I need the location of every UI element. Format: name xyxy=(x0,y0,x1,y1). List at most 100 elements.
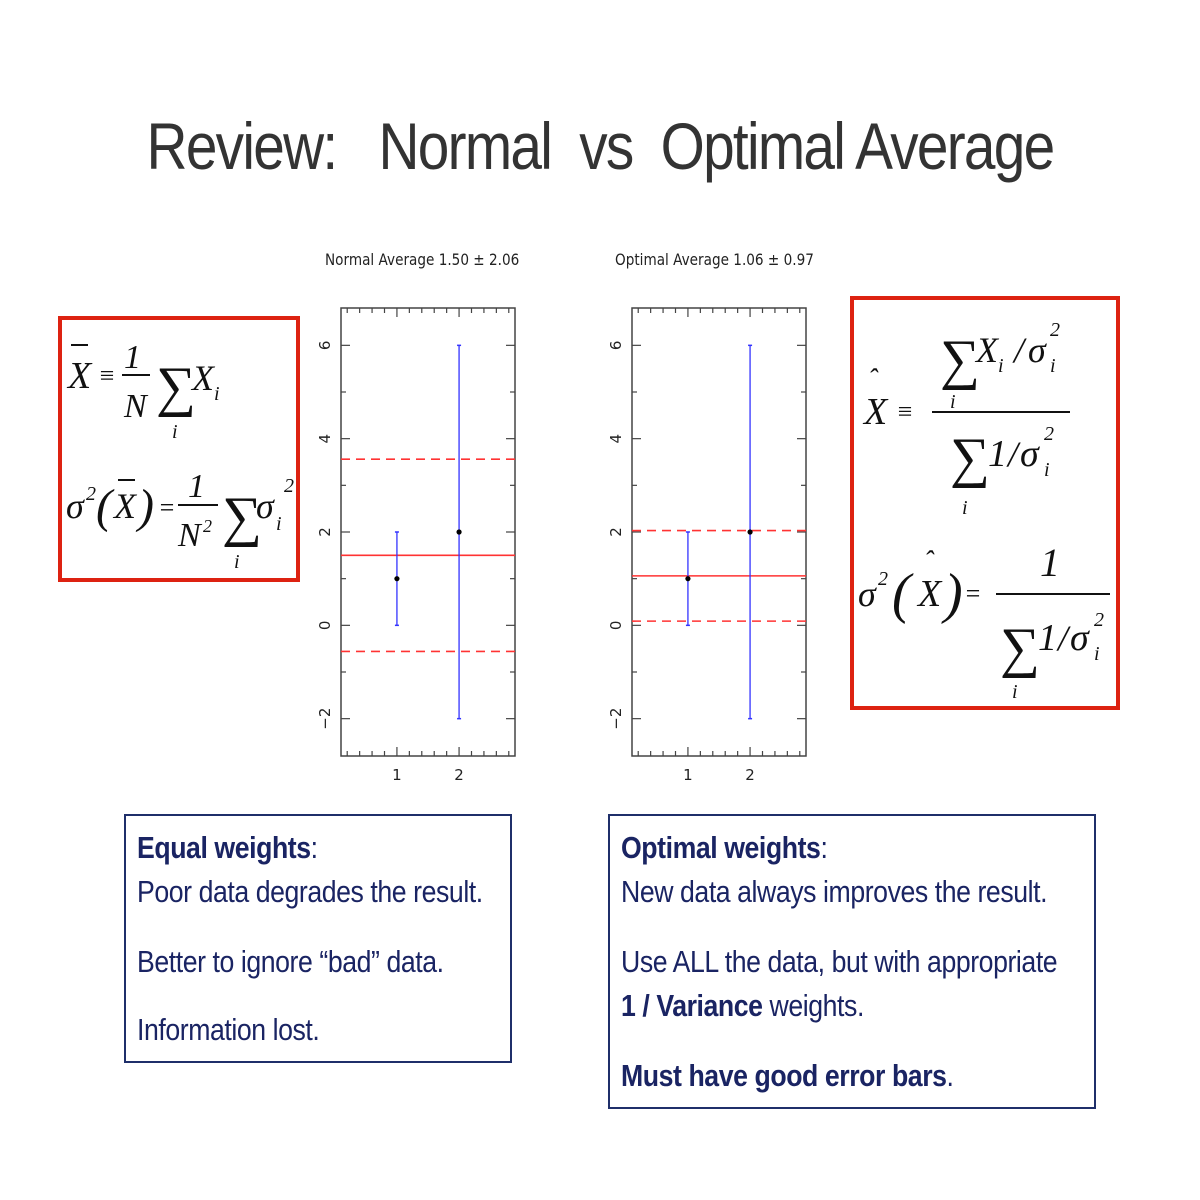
svg-text:X: X xyxy=(190,358,216,398)
normal-average-formula-box: X ≡ 1 N ∑ i X i σ 2 ( X ) = 1 N 2 ∑ i σ … xyxy=(58,316,300,582)
variance-bold: 1 / Variance xyxy=(621,988,763,1023)
svg-text:2: 2 xyxy=(203,516,212,536)
svg-text:2: 2 xyxy=(878,568,888,590)
svg-text:2: 2 xyxy=(284,475,294,497)
optimal-weights-line-1: New data always improves the result. xyxy=(621,874,1048,909)
svg-text:=: = xyxy=(158,493,176,522)
y-tick-label: 6 xyxy=(607,341,625,351)
equal-weights-box: Equal weights: Poor data degrades the re… xyxy=(124,814,512,1063)
svg-text:σ: σ xyxy=(1028,330,1047,370)
optimal-plot-title: Optimal Average 1.06 ± 0.97 xyxy=(615,250,814,269)
svg-text:2: 2 xyxy=(1094,609,1104,631)
equal-weights-line-1: Poor data degrades the result. xyxy=(137,874,483,909)
svg-text:σ: σ xyxy=(858,574,877,614)
data-point xyxy=(685,576,691,582)
svg-text:1: 1 xyxy=(1040,540,1060,585)
svg-text:i: i xyxy=(998,355,1004,377)
svg-text:≡: ≡ xyxy=(896,397,914,426)
svg-text:2: 2 xyxy=(1050,319,1060,341)
svg-text:i: i xyxy=(172,421,178,443)
svg-text:X: X xyxy=(974,330,1000,370)
optimal-weights-line-3: 1 / Variance weights. xyxy=(621,988,864,1024)
svg-text:σ: σ xyxy=(1020,433,1040,475)
heading-colon: : xyxy=(310,830,318,865)
equal-weights-line-2: Better to ignore “bad” data. xyxy=(137,944,444,979)
weights-text: weights. xyxy=(762,988,865,1023)
y-tick-label: 6 xyxy=(316,341,334,351)
svg-text:i: i xyxy=(276,513,282,535)
y-tick-label: 0 xyxy=(607,621,625,631)
normal-average-plot: 1 2 −2 0 2 4 6 xyxy=(316,307,516,784)
svg-text:X: X xyxy=(66,355,93,397)
optimal-average-formulas: ∑ X i / σ 2 i i ˆ X ≡ ∑ 1 / σ 2 i i σ 2 … xyxy=(858,319,1110,703)
svg-text:i: i xyxy=(962,497,968,519)
svg-text:σ: σ xyxy=(1070,617,1090,659)
svg-text:σ: σ xyxy=(66,486,85,526)
svg-text:2: 2 xyxy=(86,483,96,505)
svg-text:X: X xyxy=(862,391,889,433)
equal-weights-line-3: Information lost. xyxy=(137,1012,320,1047)
data-point xyxy=(394,576,400,582)
x-tick-label: 1 xyxy=(683,766,693,784)
optimal-weights-heading-line: Optimal weights: xyxy=(621,830,828,866)
data-point xyxy=(747,529,753,535)
svg-text:i: i xyxy=(1044,459,1050,481)
svg-text:ˆ: ˆ xyxy=(868,364,879,395)
normal-average-formulas: X ≡ 1 N ∑ i X i σ 2 ( X ) = 1 N 2 ∑ i σ … xyxy=(66,339,294,573)
equal-weights-heading-line: Equal weights: xyxy=(137,830,318,866)
x-tick-label: 2 xyxy=(745,766,755,784)
y-tick-label: 2 xyxy=(607,527,625,537)
svg-text:1: 1 xyxy=(988,433,1007,475)
svg-text:1: 1 xyxy=(124,339,141,376)
optimal-weights-heading: Optimal weights xyxy=(621,830,821,865)
y-tick-label: 4 xyxy=(607,434,625,444)
svg-text:∑: ∑ xyxy=(1000,617,1040,679)
svg-text:i: i xyxy=(1050,355,1056,377)
optimal-average-plot: 1 2 −2 0 2 4 6 xyxy=(607,307,807,784)
svg-text:(: ( xyxy=(892,563,914,625)
svg-text:i: i xyxy=(950,391,956,413)
y-tick-label: −2 xyxy=(607,708,625,730)
equal-weights-heading: Equal weights xyxy=(137,830,311,865)
x-tick-label: 2 xyxy=(454,766,464,784)
svg-text:X: X xyxy=(916,573,943,615)
svg-text:): ) xyxy=(135,480,154,533)
slide-title: Review: Normal vs Optimal Average xyxy=(146,109,1056,183)
plot-frame xyxy=(631,307,807,757)
svg-text:/: / xyxy=(1012,330,1027,370)
svg-text:=: = xyxy=(964,579,982,608)
svg-text:(: ( xyxy=(96,480,115,533)
heading-colon: : xyxy=(820,830,828,865)
svg-text:∑: ∑ xyxy=(156,356,196,418)
y-tick-label: 4 xyxy=(316,434,334,444)
optimal-weights-line-4: Must have good error bars. xyxy=(621,1058,954,1094)
svg-text:∑: ∑ xyxy=(940,329,980,391)
svg-text:/: / xyxy=(1006,434,1021,474)
svg-text:i: i xyxy=(234,551,240,573)
svg-text:ˆ: ˆ xyxy=(924,546,935,577)
svg-text:N: N xyxy=(123,388,149,425)
svg-text:X: X xyxy=(112,486,138,526)
svg-text:∑: ∑ xyxy=(950,427,990,489)
optimal-weights-box: Optimal weights: New data always improve… xyxy=(608,814,1096,1109)
svg-text:1: 1 xyxy=(188,468,205,505)
optimal-weights-line-2: Use ALL the data, but with appropriate xyxy=(621,944,1058,979)
normal-plot-title: Normal Average 1.50 ± 2.06 xyxy=(325,250,520,269)
svg-text:i: i xyxy=(1012,681,1018,703)
error-bars-bold: Must have good error bars xyxy=(621,1058,947,1093)
svg-text:/: / xyxy=(1056,618,1071,658)
y-tick-label: 0 xyxy=(316,621,334,631)
svg-text:2: 2 xyxy=(1044,423,1054,445)
svg-text:∑: ∑ xyxy=(222,486,262,548)
svg-text:i: i xyxy=(214,383,220,405)
x-tick-label: 1 xyxy=(392,766,402,784)
svg-text:i: i xyxy=(1094,643,1100,665)
svg-text:1: 1 xyxy=(1038,617,1057,659)
y-tick-label: −2 xyxy=(316,708,334,730)
plot-frame xyxy=(340,307,516,757)
period: . xyxy=(946,1058,954,1093)
svg-text:): ) xyxy=(941,563,963,625)
svg-text:≡: ≡ xyxy=(98,361,116,390)
data-point xyxy=(456,529,462,535)
y-tick-label: 2 xyxy=(316,527,334,537)
